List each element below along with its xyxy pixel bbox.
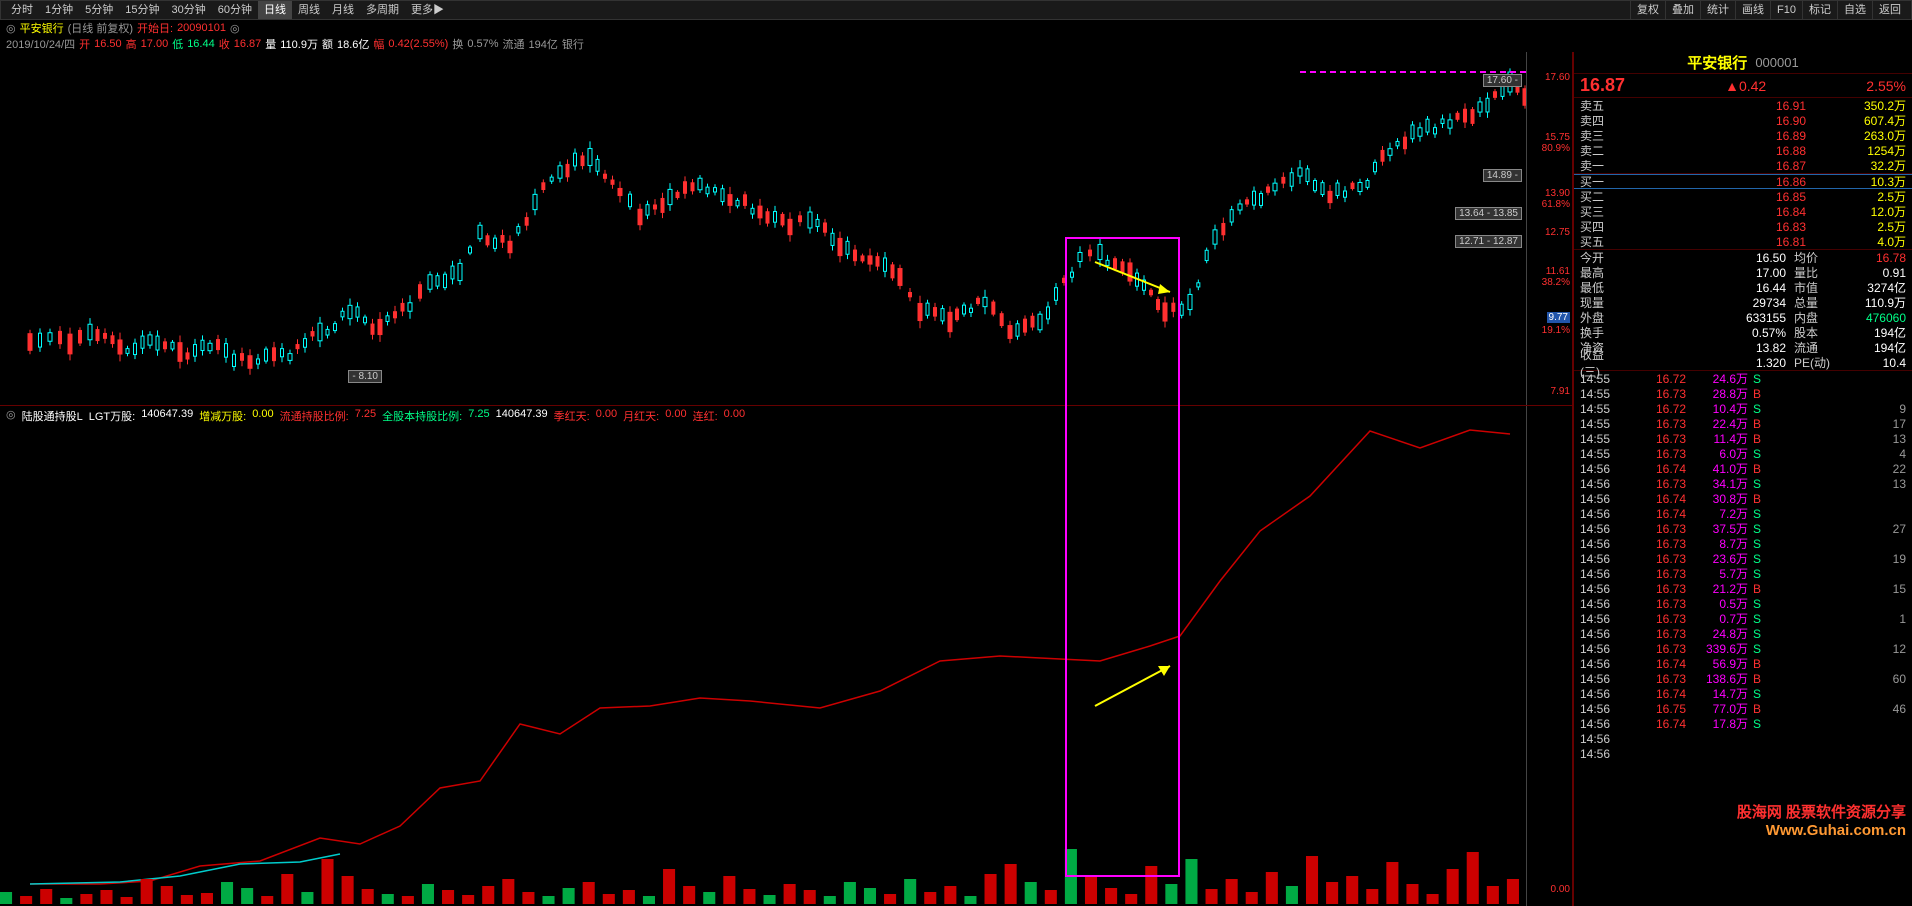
ob-row: 买四16.832.5万 [1574,219,1912,234]
stats-row: 收益(三)1.320PE(动)10.4 [1574,355,1912,370]
tick-row: 14:5516.7224.6万S [1574,371,1912,386]
chart-zone[interactable]: 17.6015.7580.9%13.9061.8%12.7511.6138.2%… [0,52,1573,906]
watermark: 股海网 股票软件资源分享 Www.Guhai.com.cn [1737,804,1906,840]
highlight-rectangle [1065,237,1180,877]
timeframe-10[interactable]: 更多▶ [405,1,450,19]
timeframe-8[interactable]: 月线 [326,1,360,19]
ob-row: 卖二16.881254万 [1574,143,1912,158]
timeframe-2[interactable]: 5分钟 [79,1,119,19]
price-y-axis: 17.6015.7580.9%13.9061.8%12.7511.6138.2%… [1526,52,1572,405]
timeframe-7[interactable]: 周线 [292,1,326,19]
stats-row: 现量29734总量110.9万 [1574,295,1912,310]
toolbar-right-7[interactable]: 返回 [1872,1,1907,19]
stats-row: 净资13.82流通194亿 [1574,340,1912,355]
tick-row: 14:5616.730.5万S [1574,596,1912,611]
orderbook-bids: 买一16.8610.3万买二16.852.5万买三16.8412.0万买四16.… [1574,174,1912,250]
toolbar-right-4[interactable]: F10 [1770,1,1802,19]
ob-row: 卖五16.91350.2万 [1574,98,1912,113]
tick-row: 14:5616.73138.6万B60 [1574,671,1912,686]
toolbar-right-3[interactable]: 画线 [1735,1,1770,19]
ob-row: 买二16.852.5万 [1574,189,1912,204]
tick-row: 14:5616.747.2万S [1574,506,1912,521]
tick-row: 14:5616.730.7万S1 [1574,611,1912,626]
tick-row: 14:5616.7414.7万S [1574,686,1912,701]
tick-row: 14:5616.7441.0万B22 [1574,461,1912,476]
stats-row: 换手0.57%股本194亿 [1574,325,1912,340]
ob-row: 卖一16.8732.2万 [1574,158,1912,173]
timeframe-4[interactable]: 30分钟 [166,1,212,19]
tick-row: 14:5616.7323.6万S19 [1574,551,1912,566]
toolbar-right-6[interactable]: 自选 [1837,1,1872,19]
toolbar-right-0[interactable]: 复权 [1630,1,1665,19]
stats-row: 今开16.50均价16.78 [1574,250,1912,265]
side-panel: 平安银行 000001 16.87 ▲0.42 2.55% 卖五16.91350… [1573,52,1912,906]
tick-row: 14:5616.738.7万S [1574,536,1912,551]
stock-name: 平安银行 [20,20,64,36]
tick-row: 14:5516.736.0万S4 [1574,446,1912,461]
side-header: 平安银行 000001 [1574,52,1912,74]
timeframe-9[interactable]: 多周期 [360,1,405,19]
info-line-2: 2019/10/24/四 开16.50 高17.00 低16.44 收16.87… [0,36,1912,52]
stats-row: 外盘633155内盘476060 [1574,310,1912,325]
indicator-chart-svg [0,406,1527,906]
timeframe-0[interactable]: 分时 [5,1,39,19]
timeframe-6[interactable]: 日线 [258,1,292,19]
tick-row: 14:5616.73339.6万S12 [1574,641,1912,656]
tick-row: 14:56 [1574,731,1912,746]
price-chart-panel[interactable]: 17.6015.7580.9%13.9061.8%12.7511.6138.2%… [0,52,1572,406]
stats-row: 最高17.00量比0.91 [1574,265,1912,280]
tick-row: 14:5616.7577.0万B46 [1574,701,1912,716]
tick-row: 14:5516.7328.8万B [1574,386,1912,401]
indicator-y-axis: 0.00 [1526,406,1572,906]
toolbar-right-2[interactable]: 统计 [1700,1,1735,19]
tick-row: 14:5616.7324.8万S [1574,626,1912,641]
indicator-panel[interactable]: ◎ 陆股通持股L LGT万股:140647.39 增减万股:0.00 流通持股比… [0,406,1572,906]
side-price-line: 16.87 ▲0.42 2.55% [1574,74,1912,98]
tick-row: 14:5616.7430.8万B [1574,491,1912,506]
tick-row: 14:5616.7456.9万B [1574,656,1912,671]
orderbook-asks: 卖五16.91350.2万卖四16.90607.4万卖三16.89263.0万卖… [1574,98,1912,174]
timeframe-5[interactable]: 60分钟 [212,1,258,19]
tick-row: 14:5516.7210.4万S9 [1574,401,1912,416]
info-line-1: ◎ 平安银行 (日线 前复权) 开始日: 20090101 ◎ [0,20,1912,36]
stats-row: 最低16.44市值3274亿 [1574,280,1912,295]
tick-list: 14:5516.7224.6万S14:5516.7328.8万B14:5516.… [1574,371,1912,761]
tick-row: 14:5516.7311.4万B13 [1574,431,1912,446]
timeframe-3[interactable]: 15分钟 [119,1,165,19]
ob-row: 卖四16.90607.4万 [1574,113,1912,128]
price-chart-svg [0,52,1527,406]
toolbar-right-5[interactable]: 标记 [1802,1,1837,19]
tick-row: 14:5616.7337.5万S27 [1574,521,1912,536]
tick-row: 14:5616.7321.2万B15 [1574,581,1912,596]
ob-row: 买一16.8610.3万 [1574,174,1912,189]
stock-stats: 今开16.50均价16.78最高17.00量比0.91最低16.44市值3274… [1574,250,1912,371]
timeframe-toolbar: 分时1分钟5分钟15分钟30分钟60分钟日线周线月线多周期更多▶ 复权叠加统计画… [0,0,1912,20]
toolbar-right-1[interactable]: 叠加 [1665,1,1700,19]
ob-row: 买三16.8412.0万 [1574,204,1912,219]
tick-row: 14:5616.7417.8万S [1574,716,1912,731]
ob-row: 卖三16.89263.0万 [1574,128,1912,143]
timeframe-1[interactable]: 1分钟 [39,1,79,19]
tick-row: 14:5616.735.7万S [1574,566,1912,581]
tick-row: 14:56 [1574,746,1912,761]
tick-row: 14:5616.7334.1万S13 [1574,476,1912,491]
tick-row: 14:5516.7322.4万B17 [1574,416,1912,431]
ob-row: 买五16.814.0万 [1574,234,1912,249]
